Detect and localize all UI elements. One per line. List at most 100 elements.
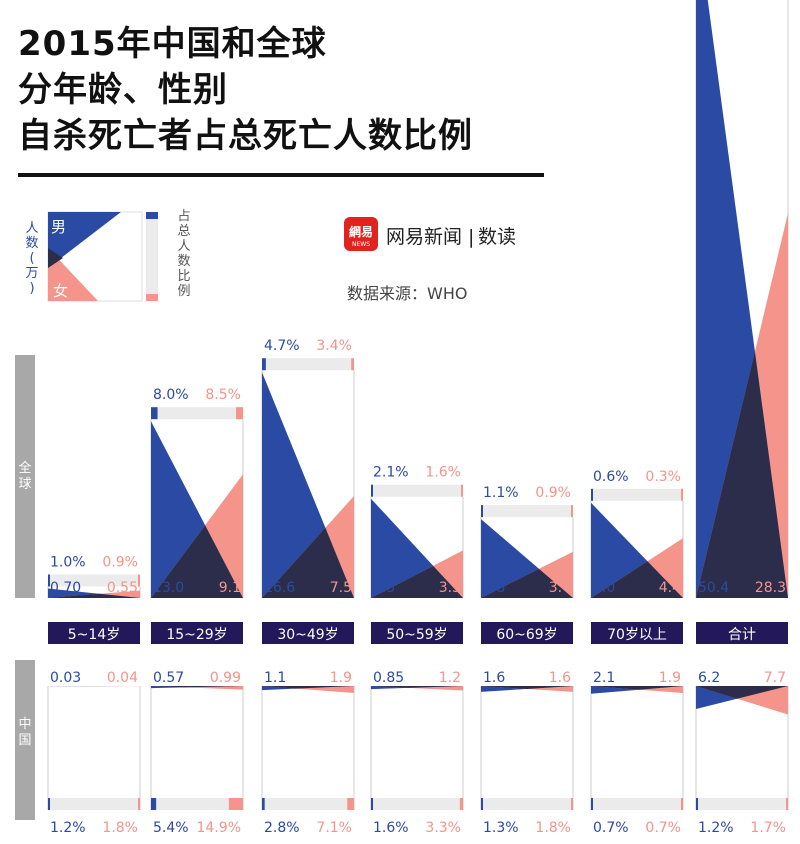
global-male-count-label: 13.0 — [153, 580, 184, 596]
global-female-count-label: 7.5 — [330, 580, 352, 596]
brand-sub: 数读 — [478, 226, 516, 248]
title-rule — [18, 173, 544, 177]
china-female-pct-mark — [138, 798, 140, 810]
china-female-count-label: 7.7 — [764, 670, 786, 686]
global-female-pct-mark — [138, 574, 140, 587]
china-male-pct-label: 1.3% — [483, 820, 519, 836]
china-female-count-label: 1.9 — [330, 670, 352, 686]
legend-pct-male-mark — [146, 212, 158, 219]
global-female-count-label: 28.3 — [755, 580, 786, 596]
category-label: 60~69岁 — [496, 627, 557, 643]
china-male-pct-mark — [481, 798, 483, 810]
global-male-pct-label: 2.1% — [373, 465, 409, 481]
china-overlap-area — [696, 686, 788, 699]
china-female-pct-label: 7.1% — [316, 820, 352, 836]
global-side-label-char: 全 — [18, 460, 31, 476]
global-female-count-label: 0.55 — [107, 580, 138, 596]
global-male-pct-mark — [591, 488, 593, 501]
global-female-pct-mark — [681, 488, 683, 501]
china-female-count-label: 1.9 — [659, 670, 681, 686]
category-label-bg — [371, 622, 463, 644]
brand-name: 网易新闻 — [386, 226, 462, 248]
china-side-label-char: 国 — [18, 733, 31, 748]
source-text: 数据来源：WHO — [347, 284, 467, 303]
global-male-area — [371, 498, 463, 598]
china-male-pct-label: 0.7% — [593, 820, 629, 836]
china-side-label-bar — [15, 660, 35, 820]
china-female-pct-mark — [681, 798, 683, 810]
china-overlap-area — [371, 686, 463, 688]
china-pct-bar — [696, 798, 788, 810]
global-overlap-area — [481, 568, 573, 598]
legend-right-label-char: 数 — [177, 254, 190, 269]
brand-logo-icon — [344, 217, 378, 251]
legend-left-label-char: ( — [29, 251, 34, 266]
category-label-bg — [48, 622, 140, 644]
category-label: 合计 — [728, 627, 756, 643]
global-male-pct-label: 8.0% — [153, 387, 189, 403]
china-female-pct-mark — [571, 798, 573, 810]
china-male-count-label: 0.57 — [153, 670, 184, 686]
global-female-pct-mark — [351, 358, 354, 371]
title-line-2: 分年龄、性别 — [18, 70, 228, 110]
legend-overlap-area — [48, 248, 63, 268]
global-pct-bar — [371, 484, 463, 497]
china-male-count-label: 6.2 — [698, 670, 720, 686]
china-female-area — [262, 686, 354, 694]
china-female-pct-label: 3.3% — [425, 820, 461, 836]
global-male-pct-label: 0.6% — [593, 469, 629, 485]
china-side-label: 中国 — [18, 717, 31, 748]
global-female-pct-mark — [236, 407, 243, 420]
china-female-pct-mark — [459, 798, 463, 810]
category-label-bg — [151, 622, 243, 644]
global-male-area — [151, 421, 243, 598]
category-label: 30~49岁 — [277, 627, 338, 643]
china-pct-bar — [262, 798, 354, 810]
china-overlap-area — [262, 686, 354, 689]
china-female-pct-mark — [786, 798, 788, 810]
legend-left-label-char: 万 — [25, 266, 38, 281]
china-male-pct-label: 5.4% — [153, 820, 189, 836]
global-female-pct-label: 1.6% — [425, 465, 461, 481]
global-side-label-char: 球 — [18, 477, 31, 492]
legend-female-area — [48, 248, 98, 301]
china-male-pct-mark — [591, 798, 593, 810]
legend-male-area — [48, 212, 121, 268]
china-side-label-char: 中 — [18, 717, 31, 732]
global-female-count-label: 3.5 — [439, 580, 461, 596]
global-overlap-area — [591, 561, 683, 598]
category-label-bg — [481, 622, 573, 644]
china-female-count-label: 0.04 — [107, 670, 138, 686]
global-male-count-label: 7.3 — [373, 580, 395, 596]
global-male-count-label: 5.8 — [483, 580, 505, 596]
global-overlap-area — [696, 351, 788, 598]
category-label: 15~29岁 — [166, 627, 227, 643]
global-pct-bar — [481, 505, 573, 518]
china-pct-bar — [151, 798, 243, 810]
global-female-count-label: 4.4 — [659, 580, 681, 596]
brand-logo-text: 網易 — [349, 224, 373, 239]
china-female-area — [151, 686, 243, 690]
china-female-pct-mark — [228, 798, 243, 810]
global-male-pct-mark — [151, 407, 158, 420]
china-female-pct-mark — [347, 798, 354, 810]
china-female-pct-label: 0.7% — [645, 820, 681, 836]
legend-right-label-char: 比 — [177, 269, 190, 284]
china-female-pct-label: 1.8% — [535, 820, 571, 836]
china-male-pct-mark — [696, 798, 698, 810]
china-female-count-label: 1.6 — [549, 670, 571, 686]
global-side-label-bar — [15, 355, 35, 598]
china-pct-bar — [371, 798, 463, 810]
global-male-pct-mark — [371, 484, 373, 497]
category-label-bg — [696, 622, 788, 644]
global-pct-bar — [151, 407, 243, 420]
global-pct-bar — [591, 488, 683, 501]
global-male-count-label: 7.0 — [593, 580, 615, 596]
china-female-pct-label: 1.8% — [102, 820, 138, 836]
china-male-count-label: 2.1 — [593, 670, 615, 686]
china-male-pct-mark — [151, 798, 157, 810]
china-male-count-label: 1.1 — [264, 670, 286, 686]
global-male-pct-label: 1.0% — [50, 554, 86, 570]
legend-female-label: 女 — [53, 282, 68, 300]
category-label-bg — [262, 622, 354, 644]
